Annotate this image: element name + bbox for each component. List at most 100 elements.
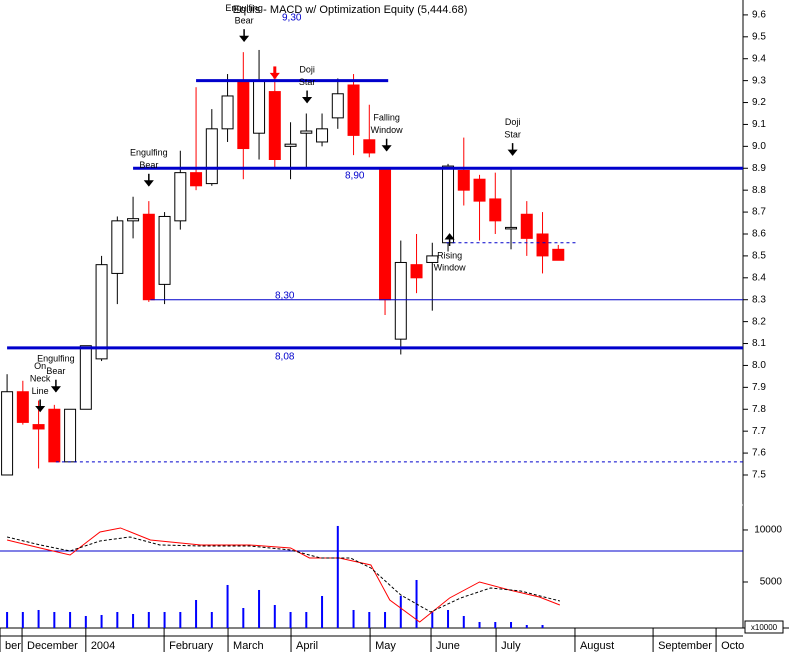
volume-bar — [399, 595, 402, 628]
candle-body — [347, 84, 360, 136]
annotation-label: Window — [371, 125, 404, 135]
candle-body — [142, 213, 155, 301]
annotation-label: Doji — [505, 117, 521, 127]
x-tick-label: May — [375, 640, 396, 652]
candle-body — [16, 391, 29, 423]
volume-bar — [289, 611, 292, 628]
candle-body — [473, 178, 486, 202]
y-tick-label: 9.3 — [752, 75, 766, 86]
volume-bar — [525, 625, 528, 628]
volume-bar — [37, 609, 40, 628]
volume-bar — [195, 599, 198, 628]
candle-body — [95, 264, 108, 360]
volume-bar — [179, 611, 182, 628]
candle-body — [174, 172, 187, 222]
candle-body — [552, 248, 565, 261]
x-tick-label: June — [436, 640, 460, 652]
volume-bar — [147, 611, 150, 628]
indicator-line — [6, 536, 560, 613]
volume-bar — [132, 613, 135, 628]
annotation-label: Line — [32, 386, 49, 396]
y-tick-label: 7.5 — [752, 470, 766, 481]
annotation-label: Engulfing — [37, 354, 75, 364]
y-tick-label: 8.1 — [752, 338, 766, 349]
annotation-label: Engulfing — [130, 148, 168, 158]
indicator-line — [6, 527, 561, 623]
unit-label: x10000 — [751, 623, 778, 632]
candle-body — [1, 391, 14, 476]
candle-body — [237, 80, 250, 150]
candle-body — [32, 424, 45, 430]
y-tick-label: 8.0 — [752, 360, 766, 371]
annotation-label: Bear — [139, 160, 158, 170]
volume-bar — [69, 611, 72, 628]
y-tick-label: 7.7 — [752, 426, 766, 437]
volume-bar — [273, 604, 276, 628]
level-label: 8,90 — [345, 171, 365, 182]
volume-bar — [6, 611, 9, 628]
candle-body — [190, 172, 203, 187]
annotation-label: Bear — [46, 366, 65, 376]
arrow-head — [143, 180, 154, 187]
y2-tick-label: 10000 — [754, 525, 782, 536]
level-label: 8,30 — [275, 291, 295, 302]
annotation-label: Bear — [235, 16, 254, 26]
y-tick-label: 9.4 — [752, 53, 766, 64]
arrow-head — [381, 145, 392, 152]
candle-body — [489, 198, 502, 222]
x-tick-label: April — [296, 640, 318, 652]
annotation-label: Star — [504, 129, 521, 139]
x-tick-label: July — [501, 640, 521, 652]
candle-body — [253, 80, 266, 134]
y-tick-label: 7.6 — [752, 448, 766, 459]
candle-body — [363, 139, 376, 154]
candle-body — [300, 130, 313, 134]
arrow-head — [507, 149, 518, 156]
candle-body — [268, 91, 281, 160]
y-tick-label: 8.9 — [752, 163, 766, 174]
volume-bar — [163, 611, 166, 628]
y-tick-label: 9.6 — [752, 10, 766, 21]
volume-bar — [462, 615, 465, 628]
y-tick-label: 8.4 — [752, 272, 766, 283]
candle-body — [442, 165, 455, 244]
arrow-head — [239, 35, 250, 42]
volume-bar — [478, 621, 481, 628]
unit-box — [744, 620, 784, 634]
arrow-head — [444, 233, 455, 240]
arrow-head — [269, 72, 280, 80]
volume-bar — [100, 614, 103, 628]
volume-bar — [305, 611, 308, 628]
annotation-label: Window — [434, 262, 467, 272]
volume-bar — [352, 609, 355, 628]
candle-body — [127, 218, 140, 222]
x-tick-label: August — [580, 640, 614, 652]
volume-bar — [116, 611, 119, 628]
candle-body — [505, 226, 518, 230]
candle-body — [221, 95, 234, 130]
volume-bar — [541, 625, 544, 628]
candle-body — [457, 169, 470, 191]
candle-body — [426, 255, 439, 263]
volume-bar — [53, 611, 56, 628]
level-label: 9,30 — [282, 13, 302, 24]
y-tick-label: 7.8 — [752, 404, 766, 415]
x-tick-label: 2004 — [91, 640, 115, 652]
candle-body — [331, 93, 344, 119]
y-tick-label: 8.5 — [752, 251, 766, 262]
candle-body — [536, 233, 549, 257]
candle-body — [520, 213, 533, 239]
candle-body — [316, 128, 329, 143]
candle-body — [284, 143, 297, 147]
volume-bar — [368, 611, 371, 628]
x-tick-label: ber — [5, 640, 21, 652]
y-tick-label: 9.2 — [752, 97, 766, 108]
candle-body — [410, 264, 423, 279]
volume-bar — [494, 621, 497, 628]
y-tick-label: 7.9 — [752, 382, 766, 393]
candle-body — [379, 167, 392, 301]
annotation-label: Neck — [30, 373, 51, 383]
volume-bar — [210, 611, 213, 628]
